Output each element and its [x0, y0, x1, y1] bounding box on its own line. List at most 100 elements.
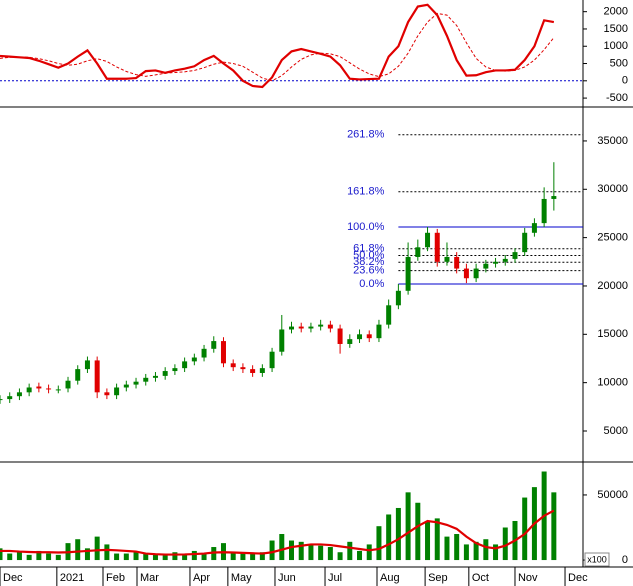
candle-body — [483, 263, 489, 269]
volume-bar — [483, 539, 489, 561]
candle-body — [434, 232, 440, 262]
volume-bar — [7, 553, 13, 561]
volume-bar — [46, 553, 52, 561]
volume-bar — [551, 492, 557, 561]
candle-body — [259, 368, 265, 373]
x-tick-label: Jun — [278, 572, 296, 584]
y-tick-label: 10000 — [597, 377, 628, 389]
x-tick-label: Feb — [106, 572, 125, 584]
candle-body — [444, 256, 450, 262]
candle-body — [36, 386, 42, 389]
volume-bar — [114, 553, 120, 561]
volume-bar — [133, 552, 139, 561]
candle-body — [386, 305, 392, 325]
candle-body — [327, 324, 333, 329]
fib-label: 100.0% — [347, 221, 385, 233]
candle-body — [0, 399, 3, 401]
y-tick-label: 2000 — [604, 6, 628, 18]
candle-body — [7, 396, 13, 400]
volume-bar — [415, 502, 421, 561]
candle-body — [46, 388, 52, 390]
y-tick-label: 35000 — [597, 135, 628, 147]
y-tick-label: 25000 — [597, 232, 628, 244]
candle-body — [240, 367, 246, 370]
volume-bar — [201, 553, 207, 561]
candle-body — [279, 329, 285, 352]
volume-bar — [308, 544, 314, 561]
candle-body — [211, 341, 217, 349]
candle-body — [551, 196, 557, 199]
candle-body — [152, 375, 158, 378]
x-tick-label: Apr — [193, 572, 210, 584]
candle-body — [493, 261, 499, 264]
y-tick-label: 0 — [622, 554, 628, 566]
x-tick-label: 2021 — [60, 572, 84, 584]
y-tick-label: 5000 — [604, 425, 628, 437]
y-tick-label: 20000 — [597, 280, 628, 292]
volume-bar — [473, 541, 479, 561]
x-tick-label: Oct — [472, 572, 489, 584]
y-tick-label: 15000 — [597, 328, 628, 340]
volume-average — [0, 509, 555, 556]
candle-body — [250, 369, 256, 373]
volume-bar — [327, 547, 333, 561]
x-tick-label: Mar — [140, 572, 159, 584]
candle-body — [318, 324, 324, 327]
volume-bar — [104, 544, 110, 561]
x-tick-label: Aug — [380, 572, 400, 584]
candle-body — [376, 324, 382, 339]
candle-body — [143, 377, 149, 382]
volume-bar — [152, 554, 158, 561]
candle-body — [454, 256, 460, 269]
volume-bar — [16, 552, 22, 561]
volume-bar — [240, 552, 246, 561]
volume-bar — [357, 550, 363, 561]
y-tick-label: 1000 — [604, 40, 628, 52]
candle-body — [55, 389, 61, 391]
candle-body — [269, 351, 275, 369]
volume-bar — [191, 550, 197, 561]
fib-label: 261.8% — [347, 129, 385, 141]
volume-bar — [75, 539, 81, 561]
candle-body — [133, 381, 139, 385]
candle-body — [162, 371, 168, 376]
y-tick-label: 0 — [622, 75, 628, 87]
candle-body — [201, 348, 207, 358]
volume-bar — [493, 544, 499, 561]
candle-body — [16, 392, 22, 397]
candle-body — [502, 258, 508, 262]
fib-label: 61.8% — [353, 243, 384, 255]
candle-body — [395, 290, 401, 306]
volume-bar — [162, 553, 168, 561]
candle-body — [357, 334, 363, 340]
volume-bar — [298, 541, 304, 561]
x-tick-label: Nov — [518, 572, 538, 584]
candle-body — [522, 232, 528, 253]
candle-body — [415, 247, 421, 257]
fib-label: 50.0% — [353, 249, 384, 261]
volume-bar — [172, 552, 178, 561]
volume-bar — [454, 534, 460, 561]
volume-bar — [463, 544, 469, 561]
volume-bar — [405, 492, 411, 561]
y-tick-label: 1500 — [604, 23, 628, 35]
volume-bar — [425, 520, 431, 561]
candle-body — [123, 384, 129, 388]
volume-bar — [395, 507, 401, 561]
y-tick-label: -500 — [606, 92, 628, 104]
candle-body — [425, 232, 431, 248]
volume-bar — [250, 553, 256, 561]
volume-bar — [318, 545, 324, 561]
candle-body — [172, 368, 178, 372]
volume-bar — [0, 548, 3, 561]
candle-body — [337, 328, 343, 344]
candle-body — [512, 252, 518, 259]
volume-bar — [502, 527, 508, 561]
volume-bar — [230, 552, 236, 561]
candle-body — [182, 361, 188, 369]
x-tick-label: Dec — [3, 572, 23, 584]
candle-body — [473, 268, 479, 279]
x-tick-label: Jul — [328, 572, 342, 584]
candle-body — [531, 223, 537, 233]
